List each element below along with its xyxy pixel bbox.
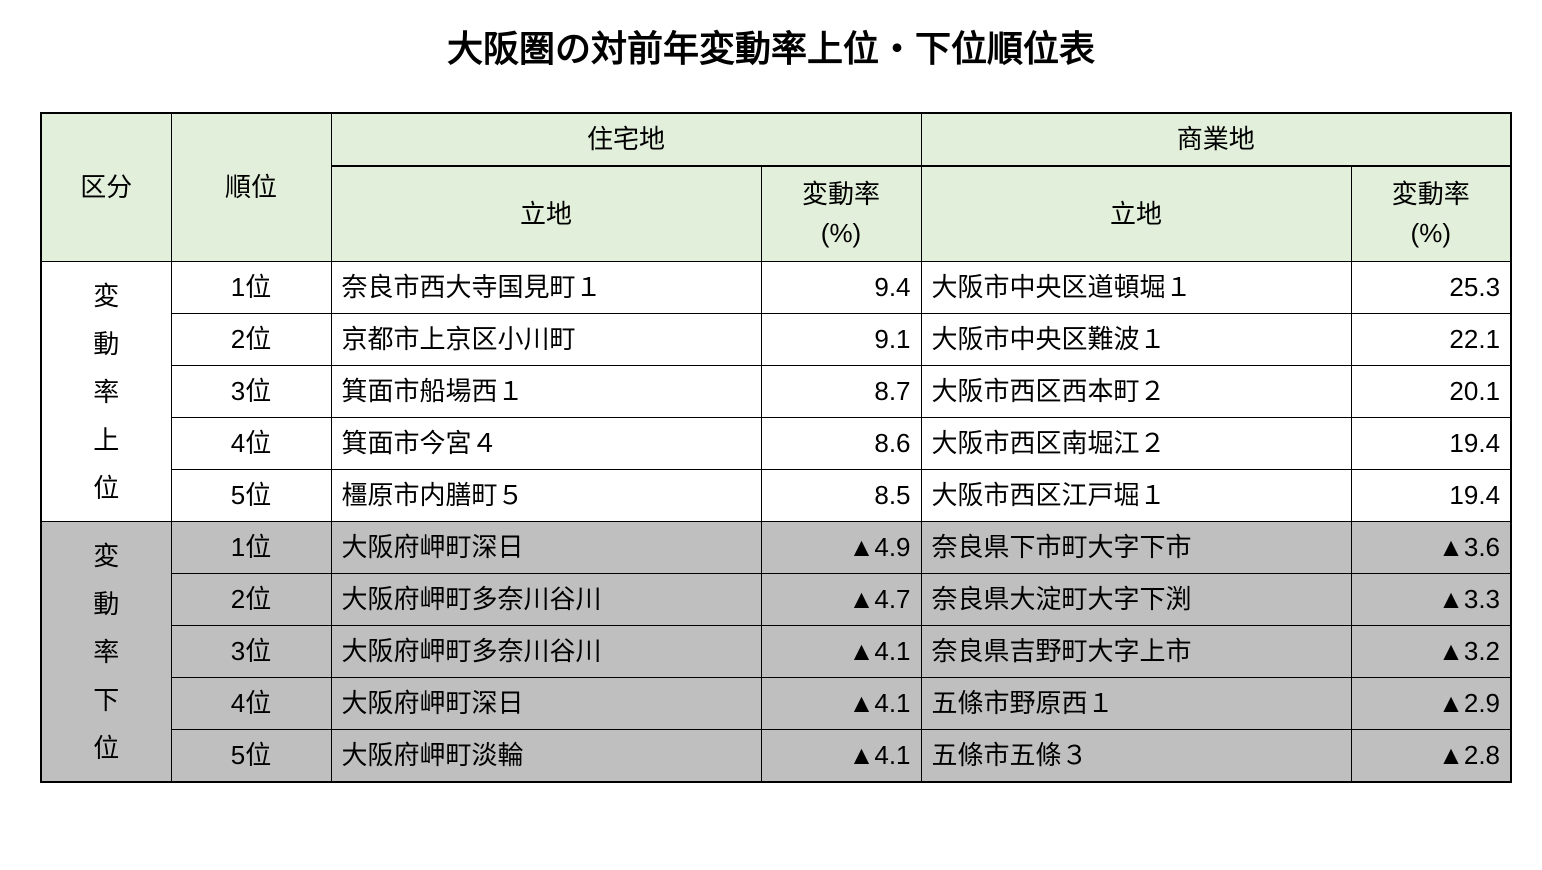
table-row: 3位箕面市船場西１8.7大阪市西区西本町２20.1 bbox=[41, 366, 1511, 418]
res-rate-cell: 8.5 bbox=[761, 470, 921, 522]
table-row: 変動率上位1位奈良市西大寺国見町１9.4大阪市中央区道頓堀１25.3 bbox=[41, 262, 1511, 314]
category-bottom: 変動率下位 bbox=[41, 522, 171, 783]
header-res-rate: 変動率 (%) bbox=[761, 166, 921, 262]
res-location-cell: 箕面市船場西１ bbox=[331, 366, 761, 418]
com-rate-cell: ▲2.8 bbox=[1351, 730, 1511, 783]
com-rate-cell: 19.4 bbox=[1351, 418, 1511, 470]
com-location-cell: 五條市五條３ bbox=[921, 730, 1351, 783]
res-location-cell: 箕面市今宮４ bbox=[331, 418, 761, 470]
rank-cell: 4位 bbox=[171, 678, 331, 730]
table-row: 4位大阪府岬町深日▲4.1五條市野原西１▲2.9 bbox=[41, 678, 1511, 730]
com-location-cell: 奈良県吉野町大字上市 bbox=[921, 626, 1351, 678]
page-title: 大阪圏の対前年変動率上位・下位順位表 bbox=[40, 20, 1502, 72]
category-top: 変動率上位 bbox=[41, 262, 171, 522]
ranking-table: 区分 順位 住宅地 商業地 立地 変動率 (%) 立地 変動率 (%) 変動率上… bbox=[40, 112, 1512, 783]
com-rate-cell: 22.1 bbox=[1351, 314, 1511, 366]
header-com-rate: 変動率 (%) bbox=[1351, 166, 1511, 262]
table-row: 5位橿原市内膳町５8.5大阪市西区江戸堀１19.4 bbox=[41, 470, 1511, 522]
table-row: 5位大阪府岬町淡輪▲4.1五條市五條３▲2.8 bbox=[41, 730, 1511, 783]
header-com-loc: 立地 bbox=[921, 166, 1351, 262]
res-location-cell: 京都市上京区小川町 bbox=[331, 314, 761, 366]
com-rate-cell: 20.1 bbox=[1351, 366, 1511, 418]
header-residential: 住宅地 bbox=[331, 113, 921, 166]
rank-cell: 5位 bbox=[171, 730, 331, 783]
res-location-cell: 大阪府岬町深日 bbox=[331, 678, 761, 730]
header-rank: 順位 bbox=[171, 113, 331, 262]
com-rate-cell: ▲3.3 bbox=[1351, 574, 1511, 626]
com-location-cell: 大阪市西区江戸堀１ bbox=[921, 470, 1351, 522]
com-location-cell: 奈良県大淀町大字下渕 bbox=[921, 574, 1351, 626]
rank-cell: 2位 bbox=[171, 574, 331, 626]
com-rate-cell: 19.4 bbox=[1351, 470, 1511, 522]
res-rate-cell: 9.1 bbox=[761, 314, 921, 366]
res-rate-cell: 8.7 bbox=[761, 366, 921, 418]
table-row: 2位大阪府岬町多奈川谷川▲4.7奈良県大淀町大字下渕▲3.3 bbox=[41, 574, 1511, 626]
rank-cell: 1位 bbox=[171, 522, 331, 574]
rank-cell: 1位 bbox=[171, 262, 331, 314]
res-rate-cell: 9.4 bbox=[761, 262, 921, 314]
res-location-cell: 奈良市西大寺国見町１ bbox=[331, 262, 761, 314]
res-rate-cell: ▲4.9 bbox=[761, 522, 921, 574]
res-rate-cell: ▲4.1 bbox=[761, 626, 921, 678]
table-row: 変動率下位1位大阪府岬町深日▲4.9奈良県下市町大字下市▲3.6 bbox=[41, 522, 1511, 574]
res-location-cell: 橿原市内膳町５ bbox=[331, 470, 761, 522]
header-res-loc: 立地 bbox=[331, 166, 761, 262]
table-row: 3位大阪府岬町多奈川谷川▲4.1奈良県吉野町大字上市▲3.2 bbox=[41, 626, 1511, 678]
com-location-cell: 大阪市中央区難波１ bbox=[921, 314, 1351, 366]
res-rate-cell: 8.6 bbox=[761, 418, 921, 470]
header-commercial: 商業地 bbox=[921, 113, 1511, 166]
rank-cell: 3位 bbox=[171, 366, 331, 418]
res-location-cell: 大阪府岬町多奈川谷川 bbox=[331, 574, 761, 626]
com-location-cell: 大阪市西区南堀江２ bbox=[921, 418, 1351, 470]
res-location-cell: 大阪府岬町深日 bbox=[331, 522, 761, 574]
com-rate-cell: 25.3 bbox=[1351, 262, 1511, 314]
rank-cell: 4位 bbox=[171, 418, 331, 470]
rank-cell: 3位 bbox=[171, 626, 331, 678]
rank-cell: 5位 bbox=[171, 470, 331, 522]
table-row: 2位京都市上京区小川町9.1大阪市中央区難波１22.1 bbox=[41, 314, 1511, 366]
res-rate-cell: ▲4.1 bbox=[761, 678, 921, 730]
com-rate-cell: ▲3.6 bbox=[1351, 522, 1511, 574]
com-location-cell: 五條市野原西１ bbox=[921, 678, 1351, 730]
res-location-cell: 大阪府岬町多奈川谷川 bbox=[331, 626, 761, 678]
com-location-cell: 大阪市中央区道頓堀１ bbox=[921, 262, 1351, 314]
table-row: 4位箕面市今宮４8.6大阪市西区南堀江２19.4 bbox=[41, 418, 1511, 470]
rank-cell: 2位 bbox=[171, 314, 331, 366]
com-location-cell: 奈良県下市町大字下市 bbox=[921, 522, 1351, 574]
res-location-cell: 大阪府岬町淡輪 bbox=[331, 730, 761, 783]
com-rate-cell: ▲2.9 bbox=[1351, 678, 1511, 730]
res-rate-cell: ▲4.7 bbox=[761, 574, 921, 626]
com-rate-cell: ▲3.2 bbox=[1351, 626, 1511, 678]
com-location-cell: 大阪市西区西本町２ bbox=[921, 366, 1351, 418]
res-rate-cell: ▲4.1 bbox=[761, 730, 921, 783]
header-category: 区分 bbox=[41, 113, 171, 262]
